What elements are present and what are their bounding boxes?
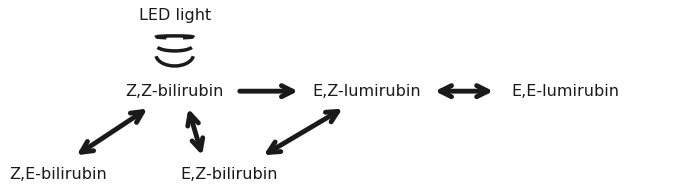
Text: E,E-lumirubin: E,E-lumirubin: [511, 84, 619, 99]
Text: LED light: LED light: [138, 8, 211, 23]
Text: Z,E-bilirubin: Z,E-bilirubin: [10, 167, 107, 182]
Text: E,Z-bilirubin: E,Z-bilirubin: [181, 167, 278, 182]
Text: E,Z-lumirubin: E,Z-lumirubin: [312, 84, 421, 99]
Text: Z,Z-bilirubin: Z,Z-bilirubin: [125, 84, 224, 99]
